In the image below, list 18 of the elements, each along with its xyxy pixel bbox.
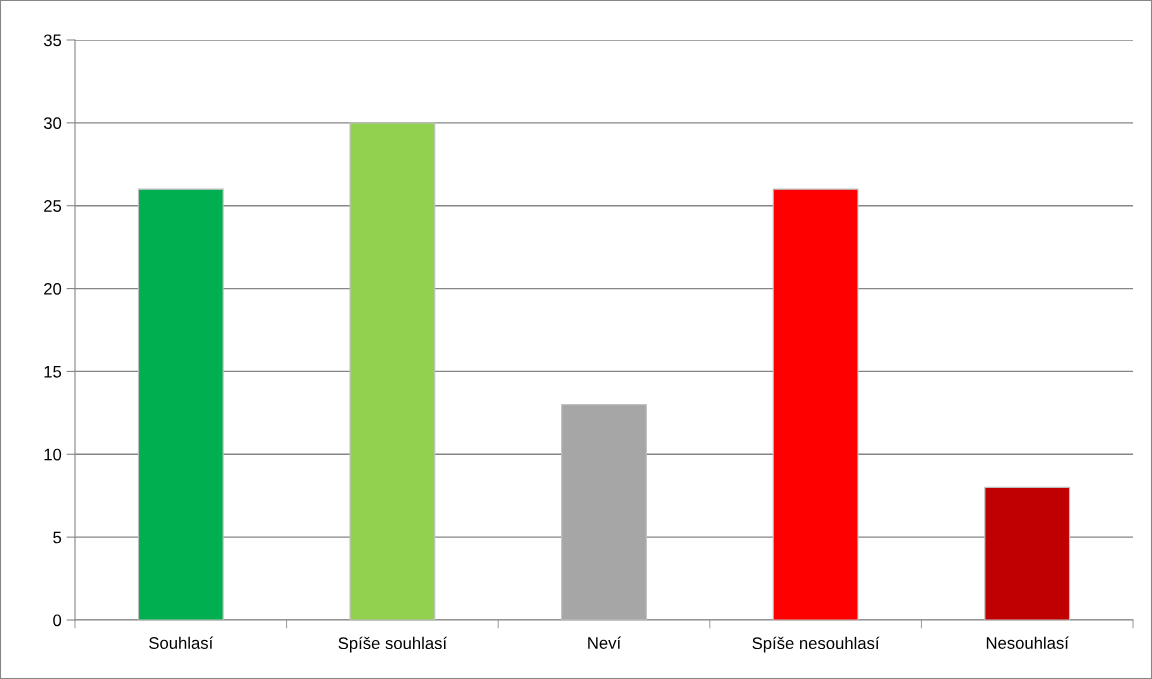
x-tick-label: Souhlasí	[149, 636, 214, 649]
y-tick-label: 25	[44, 200, 62, 212]
y-tick-label: 30	[43, 117, 62, 130]
y-tick-label: 0	[53, 614, 62, 627]
x-tick-label: Neví	[588, 636, 622, 649]
bar	[984, 486, 1071, 620]
x-tick-label: Spíše nesouhlasí	[752, 636, 880, 653]
y-tick-label: 20	[44, 282, 62, 295]
bar	[561, 404, 647, 620]
y-tick-label: 10	[44, 448, 62, 461]
bar	[137, 188, 224, 620]
x-tick-label: Spíše souhlasí	[338, 636, 447, 653]
bar	[772, 188, 859, 620]
bar	[349, 122, 436, 620]
x-tick-label: Nesouhlasí	[986, 636, 1069, 649]
y-tick-label: 5	[53, 531, 62, 544]
y-tick-label: 35	[43, 34, 62, 47]
y-tick-label: 15	[44, 366, 62, 378]
